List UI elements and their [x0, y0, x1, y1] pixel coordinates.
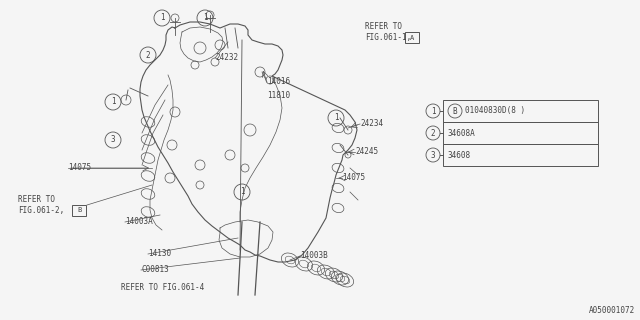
Text: A: A	[410, 35, 414, 41]
Text: B: B	[77, 207, 81, 213]
Text: REFER TO
FIG.061-2,: REFER TO FIG.061-2,	[18, 195, 64, 215]
Text: REFER TO FIG.061-4: REFER TO FIG.061-4	[121, 283, 204, 292]
Text: 1: 1	[203, 13, 207, 22]
Bar	[72, 205, 86, 216]
Text: 34608: 34608	[447, 150, 470, 159]
Text: 14016: 14016	[267, 77, 290, 86]
Bar	[443, 100, 598, 122]
Text: 24234: 24234	[360, 119, 383, 129]
Text: 14003A: 14003A	[125, 218, 153, 227]
Text: C00813: C00813	[141, 266, 169, 275]
Text: B: B	[452, 107, 458, 116]
Text: 14003B: 14003B	[300, 252, 328, 260]
Text: REFER TO
FIG.061-1,: REFER TO FIG.061-1,	[365, 22, 412, 42]
Text: 11810: 11810	[267, 91, 290, 100]
Bar	[405, 32, 419, 43]
Text: A050001072: A050001072	[589, 306, 635, 315]
Bar	[443, 122, 598, 144]
Bar	[443, 144, 598, 166]
Text: 1: 1	[333, 114, 339, 123]
Text: 01040830D(8 ): 01040830D(8 )	[465, 107, 525, 116]
Text: 1: 1	[160, 13, 164, 22]
Text: 14075: 14075	[342, 173, 365, 182]
Text: 24232: 24232	[215, 53, 238, 62]
Text: 24245: 24245	[355, 148, 378, 156]
Text: 14075: 14075	[68, 164, 91, 172]
Text: 1: 1	[240, 188, 244, 196]
Text: 1: 1	[431, 107, 435, 116]
Text: 2: 2	[431, 129, 435, 138]
Text: 3: 3	[111, 135, 115, 145]
Text: 2: 2	[146, 51, 150, 60]
Text: 34608A: 34608A	[447, 129, 475, 138]
Text: 3: 3	[431, 150, 435, 159]
Text: 1: 1	[111, 98, 115, 107]
Text: 14130: 14130	[148, 250, 171, 259]
